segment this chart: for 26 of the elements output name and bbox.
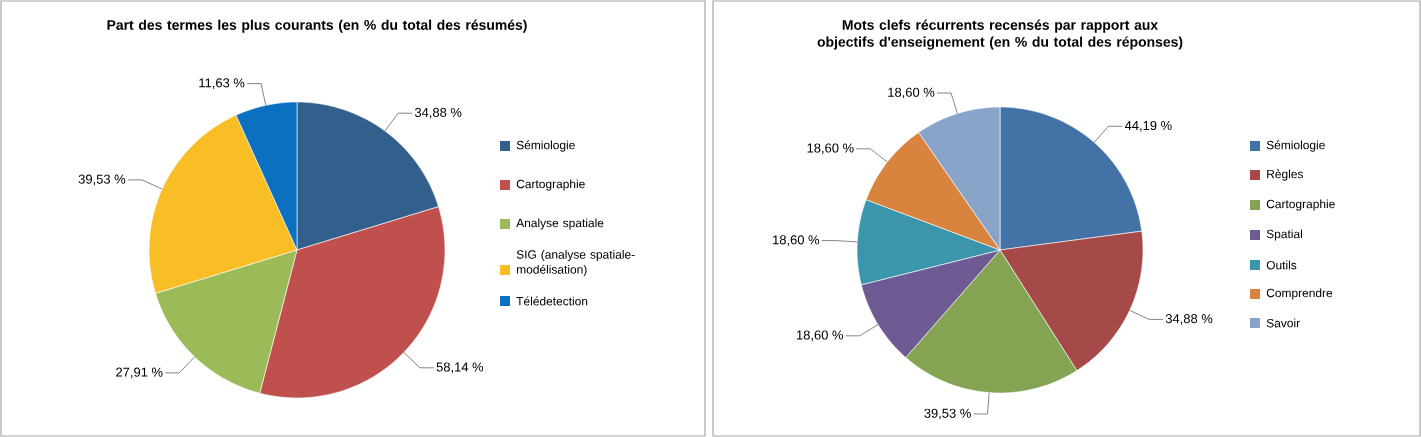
legend-label: Cartographie xyxy=(1266,199,1335,211)
legend-label: Comprendre xyxy=(1266,288,1333,300)
data-label: 18,60 % xyxy=(807,143,854,155)
legend-label: Savoir xyxy=(1266,318,1300,328)
chart-title: Mots clefs récurrents recensés par rapport aux objectifs d'enseignement (en % du total des réponses) xyxy=(817,19,1183,50)
data-label: 39,53 % xyxy=(78,174,126,186)
data-label: 18,60 % xyxy=(888,87,935,99)
legend-label: Cartographie xyxy=(516,179,585,191)
legend-label: Outils xyxy=(1266,260,1297,270)
data-label: 11,63 % xyxy=(199,78,245,89)
legend-label: Télédetection xyxy=(516,296,588,306)
data-label: 34,88 % xyxy=(1165,314,1213,325)
legend-label: Sémiologie xyxy=(516,140,575,152)
data-label: 39,53 % xyxy=(924,408,971,420)
legend-label: Analyse spatiale xyxy=(516,218,604,230)
chart-title: Part des termes les plus courants (en % du total des résumés) xyxy=(107,19,527,33)
legend-label: Règles xyxy=(1267,169,1303,181)
data-label: 18,60 % xyxy=(773,235,820,246)
data-label: 34,88 % xyxy=(414,107,462,119)
legend-label: Sémiologie xyxy=(1266,140,1325,152)
data-label: 18,60 % xyxy=(796,330,844,342)
legend-label: Spatial xyxy=(1266,229,1302,241)
data-label: 58,14 % xyxy=(436,362,484,374)
data-label: 27,91 % xyxy=(116,367,163,379)
legend-label: SIG (analyse spatiale-modélisation) xyxy=(516,249,635,277)
data-label: 44,19 % xyxy=(1124,120,1172,132)
